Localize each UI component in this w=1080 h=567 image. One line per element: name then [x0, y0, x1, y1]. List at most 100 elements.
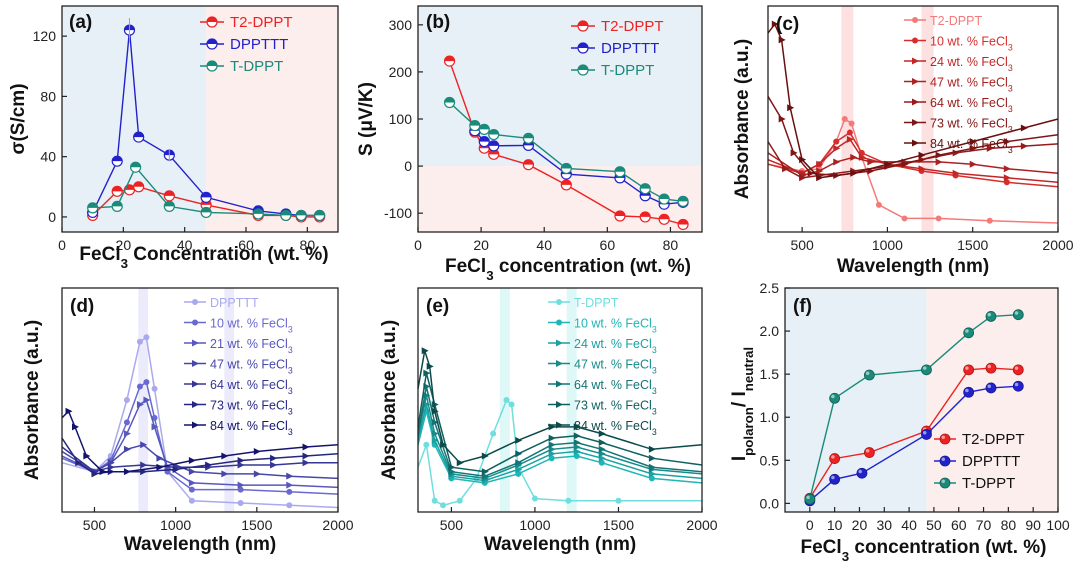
panel-d-legend-text-part: 3: [288, 386, 293, 396]
panel-f-ytick-label: 2.0: [760, 323, 780, 339]
panel-e-point: [648, 454, 656, 462]
panel-c-point: [778, 115, 786, 123]
panel-d-point: [253, 470, 261, 478]
panel-f-xtick-label: 0: [806, 517, 814, 533]
panel-e-point: [490, 430, 497, 437]
panel-a-xtick-label: 60: [238, 237, 254, 253]
panel-d-legend-text-part: 84 wt. % FeCl: [210, 419, 288, 433]
panel-b-point-fill: [659, 214, 670, 220]
panel-b-ytick-label: 100: [389, 111, 413, 127]
panel-d-legend-marker: [192, 360, 199, 367]
panel-c-point: [782, 165, 790, 173]
panel-a-ytick-label: 40: [40, 149, 56, 165]
panel-e-legend-text-part: 3: [652, 386, 657, 396]
panel-c-legend-text-part: 73 wt. % FeCl: [930, 117, 1008, 131]
panel-c-point: [850, 153, 858, 161]
panel-c-legend-marker: [912, 37, 918, 44]
panel-d-point: [156, 454, 164, 462]
panel-c-legend-text-part: 47 wt. % FeCl: [930, 76, 1008, 90]
panel-e-legend-marker: [556, 360, 563, 367]
panel-f-point: [829, 473, 841, 485]
panel-e-point: [515, 459, 523, 467]
panel-e-point: [573, 423, 581, 431]
panel-c-point: [787, 104, 795, 112]
panel-f-point-highlight: [831, 394, 835, 399]
panel-d: 500 1000 1500 2000 (d) Wavelength (nm) Absorba…: [22, 287, 354, 555]
panel-e-point: [531, 495, 538, 502]
panel-e-point: [448, 468, 456, 476]
panel-c-legend-text-part: 84 wt. % FeCl: [930, 137, 1008, 151]
panel-e-point: [573, 453, 580, 459]
panel-d-point: [151, 385, 158, 392]
panel-a-point-fill: [133, 181, 144, 187]
panel-b-point-fill: [469, 120, 480, 126]
panel-f-point: [985, 382, 997, 394]
panel-c-legend-text-part: 3: [1008, 104, 1013, 114]
panel-e-legend-text-part: 24 wt. % FeCl: [574, 337, 652, 351]
panel-b-point-fill: [561, 163, 572, 169]
panel-e-point: [648, 475, 655, 482]
panel-d-point: [205, 461, 213, 469]
panel-b-shade-top: [418, 6, 702, 167]
panel-a-xtick-label: 0: [58, 237, 66, 253]
panel-b-label: (b): [426, 12, 450, 33]
panel-a-frame: [61, 5, 339, 233]
panel-e-band: [566, 288, 577, 512]
panel-a-point-fill: [280, 210, 291, 216]
panel-b-point-fill: [614, 210, 625, 216]
panel-e-xlabel: Wavelength (nm): [484, 534, 636, 555]
panel-c-point: [884, 160, 892, 168]
panel-d-series: [61, 336, 339, 509]
panel-d-point: [143, 379, 150, 386]
panel-f-point: [863, 447, 875, 458]
panel-f-xlabel-part: 3: [842, 549, 849, 564]
panel-c-legend-text-part: 24 wt. % FeCl: [930, 55, 1008, 69]
panel-b-xlabel-part: FeCl: [445, 256, 486, 277]
panel-c-point: [918, 165, 926, 173]
panel-e-point: [431, 418, 439, 426]
panel-d-point: [188, 468, 196, 476]
panel-e-legend-text: T-DPPT: [574, 296, 619, 310]
panel-e-label: (e): [426, 296, 449, 317]
panel-a-shade-right: [206, 6, 338, 232]
panel-f-xlabel: FeCl3 concentration (wt. %): [801, 537, 1047, 564]
panel-d-point: [188, 456, 196, 464]
panel-f-legend-marker-highlight: [941, 435, 945, 439]
panel-b-xtick-label: 40: [536, 237, 552, 253]
panel-a-point-fill: [112, 156, 123, 162]
panel-f-point-highlight: [922, 366, 927, 370]
panel-f-legend-marker-highlight: [941, 457, 945, 461]
panel-e-legend-text-part: 47 wt. % FeCl: [574, 358, 652, 372]
panel-e-point: [456, 497, 463, 504]
panel-f-frame: [784, 287, 1059, 513]
panel-a-point-fill: [201, 207, 212, 213]
panel-f-legend-marker: [939, 455, 951, 467]
panel-e-series: [417, 411, 703, 484]
panel-d-series: [61, 398, 339, 489]
panel-a-label: (a): [69, 12, 92, 33]
panel-e-point: [548, 450, 556, 458]
panel-f-xtick-label: 10: [827, 517, 843, 533]
panel-d-point: [65, 407, 73, 415]
panel-e-point: [548, 445, 556, 453]
panel-e-legend-text-part: 3: [652, 325, 657, 335]
panel-f-point-highlight: [987, 384, 991, 388]
panel-b-ytick-label: 300: [389, 17, 413, 33]
panel-a-point-fill: [296, 210, 307, 216]
panel-e-point: [440, 441, 448, 449]
panel-f-point-highlight: [965, 366, 969, 370]
panel-e-point: [423, 441, 430, 448]
panel-c-point: [901, 160, 909, 168]
panel-d-point: [286, 488, 293, 495]
panel-f-legend-DPPTTT: DPPTTT: [962, 453, 1020, 470]
panel-d-legend-text: 84 wt. % FeCl3: [210, 419, 293, 437]
panel-c-legend-marker: [912, 119, 919, 126]
panel-d-legend-text-part: 73 wt. % FeCl: [210, 399, 288, 413]
panel-e-point: [598, 445, 606, 453]
panel-c-point: [1020, 142, 1028, 150]
panel-c-legend-text-part: 3: [1008, 63, 1013, 73]
panel-c-legend-marker: [912, 139, 919, 147]
panel-a-legend-T2-DPPT: T2-DPPT: [230, 14, 293, 31]
panel-d-point: [188, 486, 195, 493]
panel-d-xtick-label: 2000: [322, 517, 353, 533]
